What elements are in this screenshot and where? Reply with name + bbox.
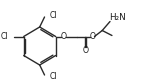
Text: Cl: Cl	[1, 32, 8, 41]
Text: H₂N: H₂N	[109, 13, 126, 22]
Text: O: O	[90, 32, 95, 41]
Text: Cl: Cl	[49, 72, 57, 81]
Text: Cl: Cl	[49, 11, 57, 20]
Text: O: O	[83, 46, 89, 55]
Text: O: O	[60, 32, 66, 41]
